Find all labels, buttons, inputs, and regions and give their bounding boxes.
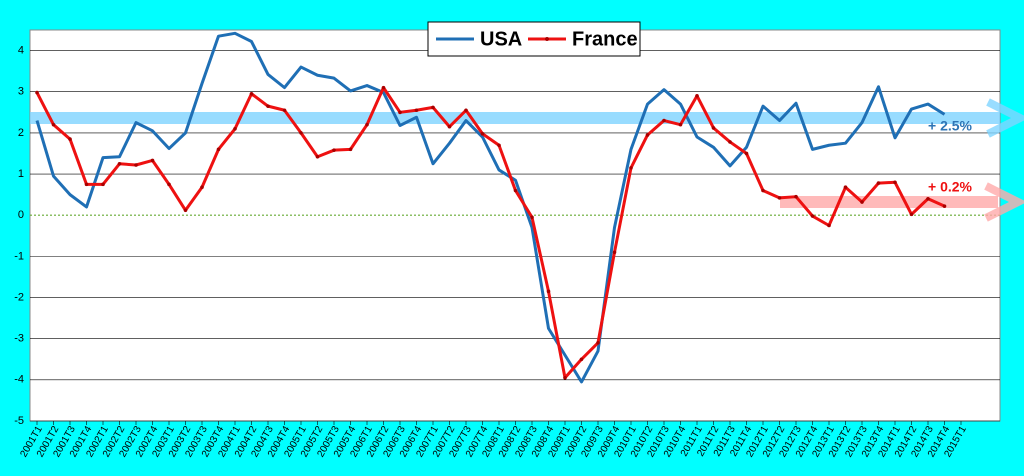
point-marker	[662, 118, 666, 123]
trend-arrow-head	[986, 98, 1024, 138]
legend-label: USA	[480, 28, 522, 50]
point-marker	[761, 188, 765, 193]
annotation: + 0.2%	[928, 179, 973, 195]
annotation: + 2.5%	[928, 118, 973, 134]
y-tick-label: 2	[18, 127, 24, 139]
point-marker	[711, 126, 716, 130]
y-tick-label: 3	[18, 86, 24, 98]
point-marker	[134, 163, 138, 167]
point-marker	[843, 185, 848, 190]
point-marker	[348, 147, 353, 152]
y-tick-label: -3	[14, 333, 24, 345]
point-marker	[612, 250, 617, 255]
point-marker	[497, 143, 501, 148]
point-marker	[101, 182, 105, 187]
point-marker	[794, 194, 798, 199]
y-tick-label: 4	[18, 44, 24, 56]
point-marker	[464, 108, 468, 113]
point-marker	[629, 166, 633, 170]
point-marker	[51, 122, 56, 127]
y-tick-label: 0	[18, 209, 24, 221]
point-marker	[381, 85, 386, 90]
point-marker	[579, 357, 584, 362]
plot-area	[29, 29, 1001, 422]
point-marker	[117, 161, 122, 166]
y-tick-label: -2	[14, 291, 24, 303]
point-marker	[68, 137, 72, 141]
y-tick-label: 1	[18, 168, 24, 180]
y-tick-label: -4	[14, 374, 24, 386]
point-marker	[150, 158, 155, 163]
point-marker	[216, 147, 221, 152]
point-marker	[909, 212, 914, 217]
point-marker	[777, 196, 782, 200]
point-marker	[695, 94, 699, 98]
point-marker	[447, 124, 452, 129]
series-line	[35, 86, 946, 380]
point-marker	[596, 341, 600, 345]
point-marker	[398, 110, 402, 115]
point-marker	[183, 208, 188, 213]
point-marker	[860, 200, 864, 204]
legend-label: France	[572, 28, 638, 50]
series-line	[35, 31, 946, 384]
point-marker	[282, 108, 287, 113]
point-marker	[513, 188, 518, 193]
point-marker	[530, 215, 534, 220]
point-marker	[414, 108, 419, 113]
point-marker	[926, 196, 930, 201]
point-marker	[35, 90, 39, 95]
point-marker	[315, 154, 320, 159]
point-marker	[365, 122, 369, 127]
point-marker	[645, 133, 650, 137]
legend: USA France	[427, 21, 641, 57]
point-marker	[332, 148, 336, 152]
point-marker	[563, 375, 567, 380]
point-marker	[827, 223, 831, 228]
point-marker	[678, 122, 683, 127]
point-marker	[728, 140, 732, 144]
legend-marker	[545, 37, 549, 41]
point-marker	[546, 289, 551, 294]
point-marker	[84, 182, 89, 187]
point-marker	[233, 126, 237, 131]
y-tick-label: -1	[14, 250, 24, 262]
y-tick-label: -5	[14, 415, 24, 427]
point-marker	[942, 204, 947, 208]
point-marker	[167, 182, 171, 187]
point-marker	[876, 181, 881, 185]
trend-arrow-head	[984, 182, 1024, 222]
point-marker	[299, 131, 303, 135]
point-marker	[810, 214, 815, 218]
point-marker	[480, 131, 485, 136]
point-marker	[200, 185, 204, 190]
point-marker	[431, 105, 435, 110]
point-marker	[893, 180, 897, 185]
point-marker	[744, 151, 749, 156]
point-marker	[249, 91, 254, 96]
point-marker	[266, 104, 270, 108]
